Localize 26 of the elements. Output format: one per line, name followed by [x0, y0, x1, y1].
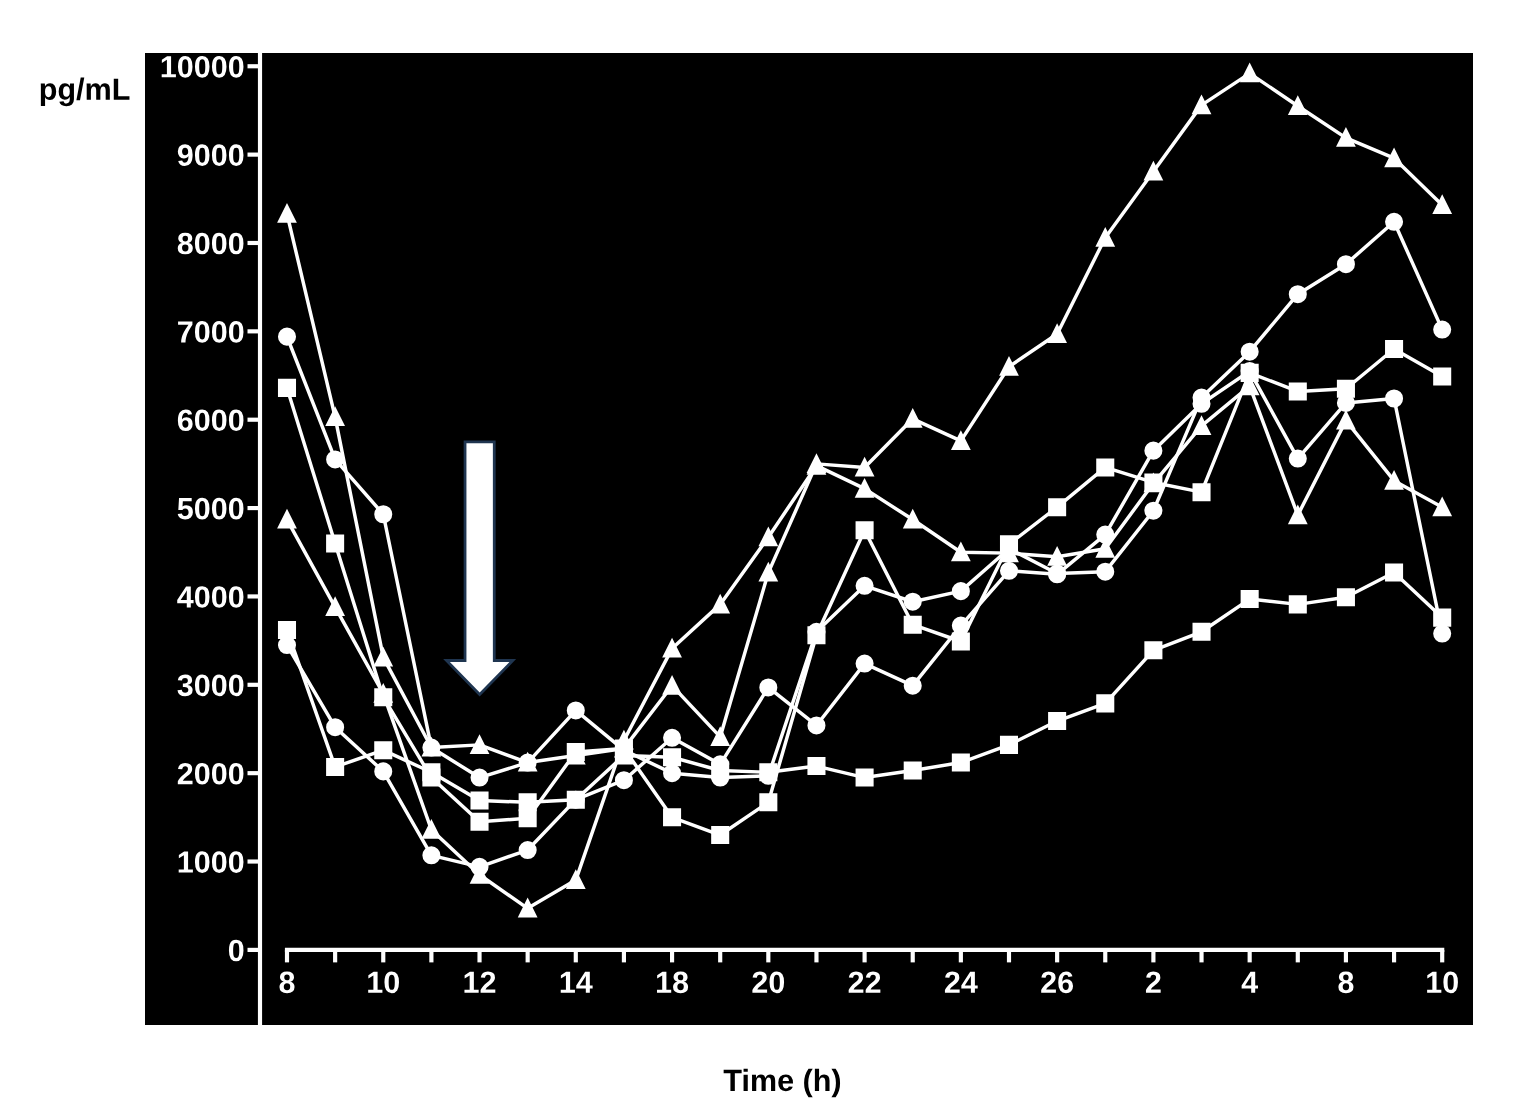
x-tick-label: 2: [1145, 971, 1161, 993]
y-tick-label: 3000: [177, 674, 244, 697]
x-tick-label: 4: [1241, 971, 1258, 993]
y-tick-label: 10000: [161, 55, 244, 78]
y-tick-label: 5000: [177, 497, 244, 520]
y-tick-label: 0: [228, 939, 244, 962]
x-tick-label: 22: [848, 971, 881, 993]
x-tick-label: 20: [752, 971, 785, 994]
x-tick-label: 8: [279, 971, 295, 994]
y-tick-label: 4000: [177, 586, 244, 608]
x-axis-title: Time (h): [723, 1068, 841, 1098]
x-tick-label: 10: [368, 971, 399, 994]
y-tick-label: 2000: [177, 762, 244, 785]
x-tick-label: 26: [1041, 971, 1074, 994]
x-tick-label: 12: [464, 971, 496, 993]
y-tick-label: 1000: [178, 851, 244, 873]
x-tick-label: 10: [1427, 971, 1458, 994]
y-tick-label: 9000: [177, 144, 244, 166]
y-tick-label: 6000: [177, 409, 244, 432]
y-tick-label: 8000: [177, 232, 244, 255]
y-tick-label: 7000: [178, 321, 244, 343]
x-tick-label: 18: [656, 971, 689, 994]
x-tick-label: 8: [1338, 971, 1354, 994]
x-tick-label: 24: [944, 971, 978, 993]
x-tick-label: 14: [560, 971, 593, 993]
y-axis-title: pg/mL: [40, 77, 130, 107]
